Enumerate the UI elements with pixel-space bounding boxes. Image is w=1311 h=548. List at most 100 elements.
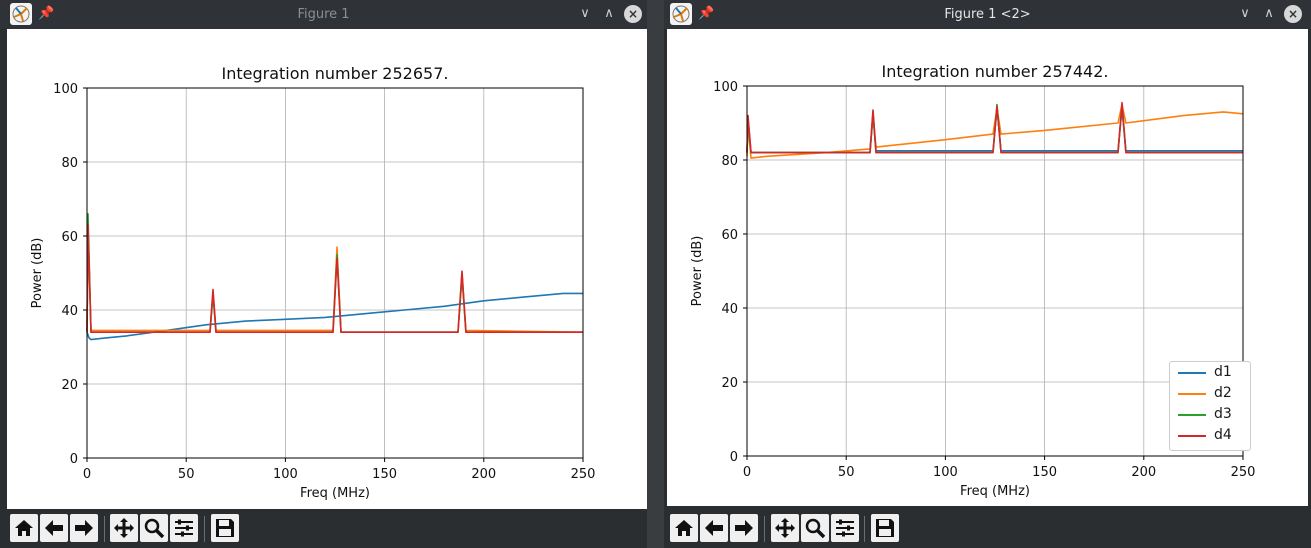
legend-line — [1178, 435, 1206, 437]
y-tick-label: 80 — [61, 156, 78, 171]
zoom-icon — [805, 518, 826, 539]
y-tick-label: 60 — [61, 230, 78, 245]
home-icon — [15, 520, 33, 536]
legend-line — [1178, 414, 1206, 416]
x-tick-label: 150 — [372, 467, 397, 482]
window-titlebar[interactable]: 📌 Figure 1 ∨ ∧ × — [0, 0, 647, 29]
series-line-series-4 — [86, 224, 583, 334]
save-icon — [876, 519, 894, 537]
zoom-icon — [144, 518, 165, 539]
close-button[interactable]: × — [1284, 5, 1302, 23]
forward-icon — [75, 520, 93, 536]
app-icon[interactable] — [10, 3, 32, 25]
zoom-button[interactable] — [801, 514, 829, 542]
window-title: Figure 1 — [297, 7, 350, 22]
x-tick-label: 200 — [1131, 465, 1156, 480]
legend-label: d4 — [1214, 427, 1232, 443]
legend-entry-d1: d1 — [1170, 363, 1242, 383]
y-tick-label: 0 — [730, 450, 738, 465]
figure-window-1: 📌 Figure 1 ∨ ∧ × 0 50 100 150 200 250 0 20 40 60 8… — [0, 0, 647, 548]
figure-canvas[interactable]: 0 50 100 150 200 250 0 20 40 60 80 100 Integration n… — [7, 29, 647, 509]
series-line-d4 — [746, 101, 1243, 154]
chart-figure: 0 50 100 150 200 250 0 20 40 60 80 100 Integration n… — [690, 62, 1256, 499]
pan-icon — [114, 518, 134, 538]
save-button[interactable] — [871, 514, 899, 542]
toolbar-separator — [104, 516, 105, 542]
figure-window-2: 📌 Figure 1 <2> ∨ ∧ × 0 50 100 150 200 250 0 20 4… — [664, 0, 1311, 548]
forward-button[interactable] — [70, 514, 98, 542]
pan-button[interactable] — [771, 514, 799, 542]
series-line-d2 — [746, 103, 1244, 159]
window-gap — [647, 0, 664, 548]
x-tick-label: 150 — [1032, 465, 1057, 480]
navigation-toolbar — [664, 510, 1311, 548]
chart-title: Integration number 252657. — [222, 64, 449, 83]
legend-line — [1178, 393, 1206, 395]
pan-icon — [775, 518, 795, 538]
x-tick-label: 250 — [571, 467, 596, 482]
y-axis-label: Power (dB) — [690, 236, 705, 307]
y-tick-label: 80 — [721, 154, 738, 169]
back-icon — [705, 520, 723, 536]
minimize-button[interactable]: ∨ — [1240, 6, 1250, 21]
maximize-button[interactable]: ∧ — [1264, 6, 1274, 21]
y-axis-label: Power (dB) — [30, 238, 45, 309]
forward-icon — [735, 520, 753, 536]
x-tick-label: 50 — [838, 465, 855, 480]
pin-icon[interactable]: 📌 — [698, 6, 715, 21]
x-tick-label: 0 — [743, 465, 751, 480]
figure-canvas[interactable]: 0 50 100 150 200 250 0 20 40 60 80 100 Integration n… — [667, 29, 1308, 506]
pin-icon[interactable]: 📌 — [38, 6, 55, 21]
forward-button[interactable] — [730, 514, 758, 542]
x-tick-label: 100 — [933, 465, 958, 480]
y-tick-label: 100 — [53, 82, 78, 97]
legend-entry-d2: d2 — [1170, 384, 1242, 404]
x-tick-label: 50 — [178, 467, 195, 482]
minimize-button[interactable]: ∨ — [580, 6, 590, 21]
toolbar-separator — [764, 516, 765, 542]
home-button[interactable] — [670, 514, 698, 542]
close-button[interactable]: × — [624, 5, 642, 23]
home-icon — [675, 520, 693, 536]
save-button[interactable] — [211, 514, 239, 542]
y-tick-label: 0 — [70, 452, 78, 467]
chart-figure: 0 50 100 150 200 250 0 20 40 60 80 100 Integration n… — [30, 64, 596, 501]
plot-frame — [746, 85, 1244, 457]
x-axis-label: Freq (MHz) — [300, 486, 370, 501]
legend-label: d1 — [1214, 364, 1232, 380]
configure-subplots-button[interactable] — [170, 514, 198, 542]
y-tick-label: 40 — [721, 302, 738, 317]
navigation-toolbar — [0, 510, 647, 548]
pan-button[interactable] — [110, 514, 138, 542]
legend-entry-d3: d3 — [1170, 405, 1242, 425]
legend-label: d2 — [1214, 385, 1232, 401]
toolbar-separator — [204, 516, 205, 542]
x-tick-label: 0 — [83, 467, 91, 482]
back-icon — [45, 520, 63, 536]
app-icon[interactable] — [670, 3, 692, 25]
maximize-button[interactable]: ∧ — [604, 6, 614, 21]
x-tick-label: 250 — [1231, 465, 1256, 480]
save-icon — [216, 519, 234, 537]
zoom-button[interactable] — [140, 514, 168, 542]
y-tick-label: 20 — [721, 376, 738, 391]
legend-label: d3 — [1214, 406, 1232, 422]
x-axis-label: Freq (MHz) — [960, 484, 1030, 499]
back-button[interactable] — [700, 514, 728, 542]
y-tick-label: 60 — [721, 228, 738, 243]
legend-entry-d4: d4 — [1170, 426, 1242, 446]
chart-title: Integration number 257442. — [882, 62, 1109, 81]
y-tick-label: 100 — [713, 80, 738, 95]
chart-legend: d1 d2 d3 d4 — [1169, 361, 1251, 451]
window-titlebar[interactable]: 📌 Figure 1 <2> ∨ ∧ × — [664, 0, 1311, 29]
toolbar-separator — [864, 516, 865, 542]
x-tick-label: 200 — [471, 467, 496, 482]
configure-subplots-button[interactable] — [831, 514, 859, 542]
configure-subplots-icon — [836, 519, 854, 537]
back-button[interactable] — [40, 514, 68, 542]
home-button[interactable] — [10, 514, 38, 542]
window-title: Figure 1 <2> — [944, 7, 1031, 22]
legend-line — [1178, 372, 1206, 374]
x-tick-label: 100 — [273, 467, 298, 482]
series-line-series-1 — [86, 292, 583, 341]
